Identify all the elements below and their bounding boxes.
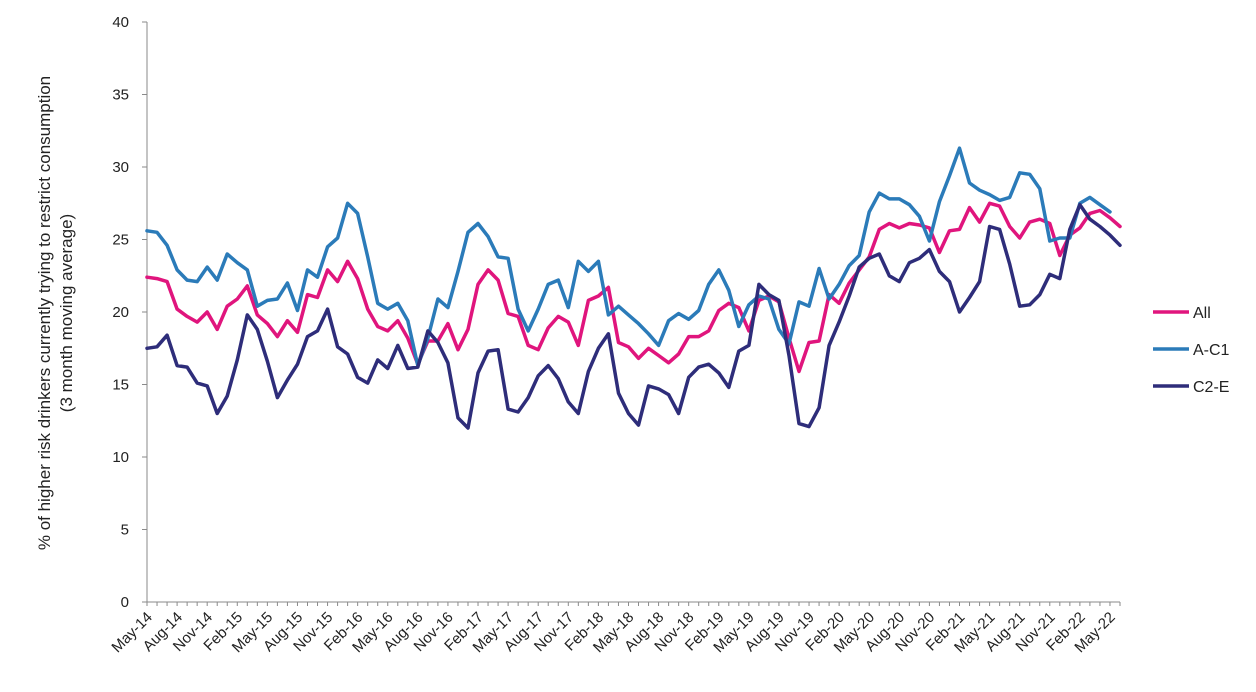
- series-line-all: [145, 201, 1122, 374]
- y-tick-label: 20: [112, 304, 129, 321]
- y-tick-label: 40: [112, 14, 129, 31]
- series-line-c2-e: [145, 202, 1122, 430]
- y-tick-label: 5: [121, 522, 129, 539]
- y-tick-label: 10: [112, 449, 129, 466]
- legend-label: C2-E: [1193, 379, 1229, 396]
- y-tick-label: 35: [112, 87, 129, 104]
- y-axis-label: % of higher risk drinkers currently tryi…: [35, 76, 54, 550]
- y-tick-label: 15: [112, 377, 129, 394]
- y-tick-label: 0: [121, 594, 129, 611]
- y-tick-label: 30: [112, 159, 129, 176]
- series-layer: [145, 146, 1122, 430]
- legend-label: All: [1193, 305, 1211, 322]
- y-axis-label-line2: (3 month moving average): [57, 214, 76, 412]
- legend: All A-C1 C2-E: [1153, 305, 1230, 396]
- legend-label: A-C1: [1193, 342, 1230, 359]
- series-line-a-c1: [145, 146, 1112, 368]
- y-tick-label: 25: [112, 232, 129, 249]
